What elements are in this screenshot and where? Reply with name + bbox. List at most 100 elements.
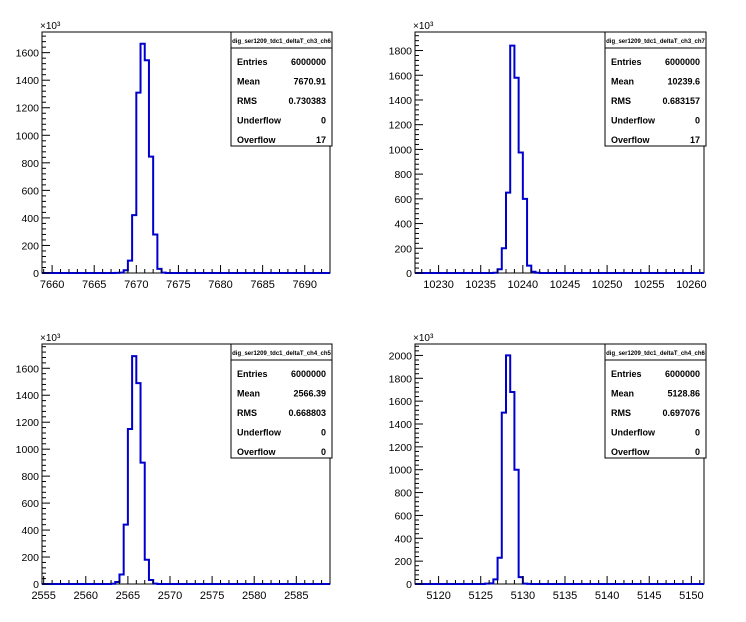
y-tick-label: 2000 — [389, 350, 413, 362]
stats-value: 2566.39 — [293, 389, 326, 399]
stats-value: 17 — [316, 135, 326, 145]
stats-label: Mean — [611, 77, 634, 87]
y-tick-label: 1400 — [389, 419, 413, 431]
stats-title: dig_ser1209_tdc1_deltaT_ch4_ch5 — [232, 351, 331, 357]
y-tick-label: 1600 — [389, 396, 413, 408]
y-tick-label: 600 — [394, 194, 412, 206]
x-tick-label: 2580 — [242, 590, 266, 602]
y-tick-label: 0 — [406, 579, 412, 591]
y-tick-label: 200 — [21, 552, 39, 564]
histogram-line — [415, 44, 704, 274]
stats-value: 0.668803 — [288, 408, 326, 418]
x-tick-label: 5125 — [468, 590, 492, 602]
stats-value: 7670.91 — [293, 77, 326, 87]
x-tick-label: 2575 — [200, 590, 224, 602]
stats-value: 0 — [321, 116, 326, 126]
y-tick-label: 800 — [21, 471, 39, 483]
stats-value: 6000000 — [665, 369, 700, 379]
stats-box: dig_ser1209_tdc1_deltaT_ch4_ch5 Entries 60… — [230, 343, 333, 459]
stats-box-frame — [230, 31, 333, 147]
y-tick-label: 600 — [21, 185, 39, 197]
stats-title: dig_ser1209_tdc1_deltaT_ch4_ch6 — [606, 351, 705, 357]
x-tick-label: 5120 — [426, 590, 450, 602]
y-tick-label: 1400 — [389, 95, 413, 107]
y-tick-label: 1200 — [389, 120, 413, 132]
y-exponent-label: ×10³ — [40, 21, 61, 32]
stats-label: Underflow — [611, 428, 656, 438]
y-tick-label: 1400 — [16, 390, 40, 402]
y-tick-label: 1800 — [389, 46, 413, 58]
y-tick-label: 400 — [394, 533, 412, 545]
y-tick-label: 200 — [394, 243, 412, 255]
x-tick-label: 10240 — [508, 279, 539, 291]
stats-label: Mean — [237, 77, 260, 87]
x-tick-label: 7690 — [292, 279, 316, 291]
y-tick-label: 1000 — [389, 144, 413, 156]
y-tick-label: 200 — [394, 556, 412, 568]
x-tick-label: 10250 — [592, 279, 623, 291]
stats-value: 0.683157 — [662, 96, 700, 106]
stats-label: Underflow — [611, 116, 656, 126]
y-tick-label: 1600 — [389, 70, 413, 82]
x-tick-label: 10260 — [676, 279, 707, 291]
x-tick-label: 5130 — [511, 590, 535, 602]
x-tick-label: 2560 — [74, 590, 98, 602]
stats-label: Underflow — [237, 428, 282, 438]
stats-box-frame — [604, 31, 707, 147]
stats-box-frame — [230, 343, 333, 459]
histogram-line — [415, 354, 704, 585]
x-tick-label: 2555 — [31, 590, 55, 602]
histogram-pad-3: 2555 2560 2565 2570 2575 2580 2585 0 200 400 600 80… — [16, 333, 333, 602]
y-tick-label: 400 — [394, 219, 412, 231]
y-tick-label: 1800 — [389, 373, 413, 385]
histogram-pad-2: 10230 10235 10240 10245 10250 10255 10260 0 200 4… — [389, 21, 707, 291]
stats-box-frame — [604, 343, 707, 459]
stats-label: Overflow — [611, 135, 651, 145]
stats-label: Overflow — [237, 135, 277, 145]
stats-label: RMS — [611, 408, 631, 418]
y-tick-label: 800 — [394, 488, 412, 500]
stats-title: dig_ser1209_tdc1_deltaT_ch3_ch6 — [232, 39, 331, 45]
x-tick-label: 2565 — [116, 590, 140, 602]
stats-label: Mean — [237, 389, 260, 399]
stats-value: 5128.86 — [667, 389, 700, 399]
x-tick-label: 7680 — [208, 279, 232, 291]
histogram-line — [42, 42, 330, 274]
stats-value: 0 — [321, 447, 326, 457]
stats-label: RMS — [237, 96, 257, 106]
stats-value: 6000000 — [291, 369, 326, 379]
stats-value: 6000000 — [665, 57, 700, 67]
y-tick-label: 1200 — [16, 103, 40, 115]
stats-value: 0 — [695, 428, 700, 438]
stats-label: Entries — [237, 57, 268, 67]
y-tick-label: 0 — [33, 579, 39, 591]
y-tick-label: 1200 — [16, 417, 40, 429]
x-tick-label: 10235 — [465, 279, 496, 291]
x-tick-label: 5150 — [679, 590, 703, 602]
histogram-pad-1: 7660 7665 7670 7675 7680 7685 7690 0 200 400 600 80… — [16, 21, 333, 291]
y-tick-label: 600 — [21, 498, 39, 510]
y-tick-label: 1000 — [389, 465, 413, 477]
x-tick-label: 10245 — [550, 279, 581, 291]
stats-label: Mean — [611, 389, 634, 399]
stats-title: dig_ser1209_tdc1_deltaT_ch3_ch7 — [606, 39, 705, 45]
y-tick-label: 400 — [21, 213, 39, 225]
x-tick-label: 7665 — [82, 279, 106, 291]
y-tick-label: 400 — [21, 525, 39, 537]
x-tick-label: 5140 — [595, 590, 619, 602]
x-tick-label: 10230 — [423, 279, 454, 291]
x-tick-label: 5135 — [553, 590, 577, 602]
y-tick-label: 1000 — [16, 130, 40, 142]
histogram-line — [42, 355, 330, 585]
y-tick-label: 200 — [21, 240, 39, 252]
stats-label: Underflow — [237, 116, 282, 126]
stats-label: Entries — [237, 369, 268, 379]
stats-label: Overflow — [237, 447, 277, 457]
stats-value: 0 — [695, 116, 700, 126]
stats-label: RMS — [237, 408, 257, 418]
y-exponent-label: ×10³ — [413, 21, 434, 32]
y-tick-label: 800 — [21, 158, 39, 170]
x-tick-label: 10255 — [634, 279, 665, 291]
stats-value: 0 — [695, 447, 700, 457]
